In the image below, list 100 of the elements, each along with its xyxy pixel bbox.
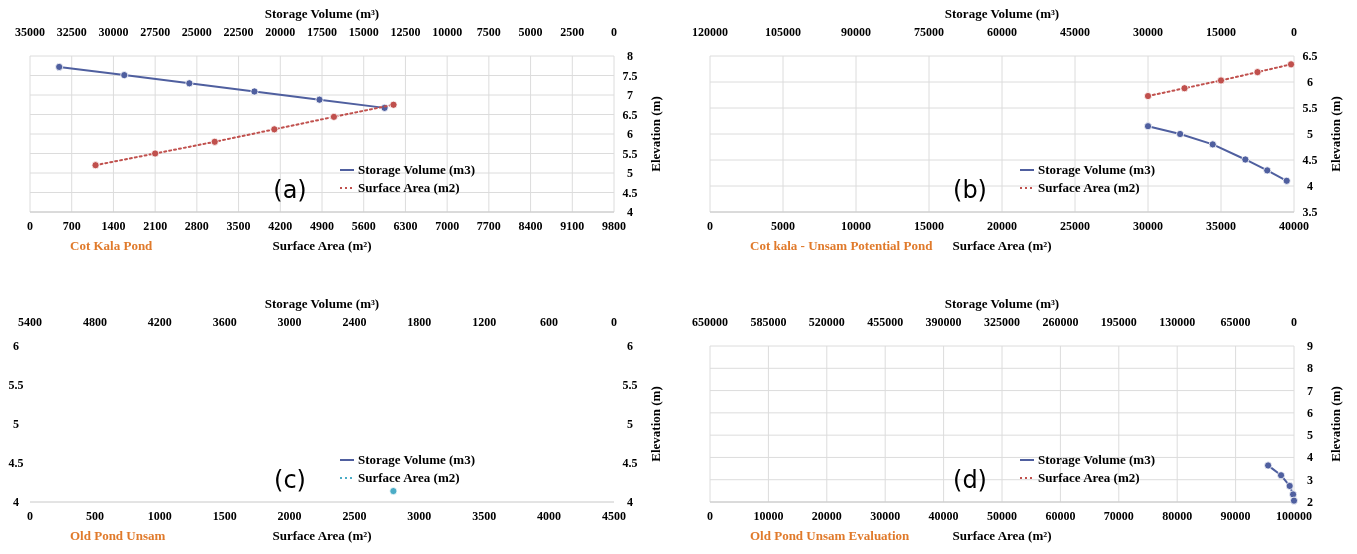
- point: [210, 137, 219, 146]
- x2-tick-label: 4200: [147, 315, 172, 329]
- x-tick-label: 9800: [602, 219, 626, 233]
- x-tick-label: 3500: [472, 509, 497, 523]
- x-tick-label: 2800: [184, 219, 209, 233]
- y2-axis-title: Elevation (m): [648, 386, 663, 462]
- x2-tick-label: 130000: [1159, 315, 1196, 329]
- x-tick-label: 100000: [1276, 509, 1312, 523]
- y-tick-label: 7.5: [622, 68, 638, 83]
- y-tick-label: 7: [627, 88, 633, 102]
- x-tick-label: 70000: [1103, 509, 1134, 523]
- x2-tick-label: 90000: [841, 25, 871, 39]
- x2-tick-label: 0: [611, 315, 617, 329]
- x-tick-label: 50000: [987, 509, 1017, 523]
- x-tick-label: 6300: [393, 219, 418, 233]
- x-tick-label: 10000: [753, 509, 784, 523]
- point: [1253, 68, 1262, 77]
- legend-label: Surface Area (m2): [1038, 470, 1140, 485]
- point: [329, 112, 338, 121]
- x-axis-title: Surface Area (m²): [952, 238, 1052, 253]
- x2-tick-label: 15000: [348, 25, 379, 39]
- x2-tick-label: 27500: [140, 25, 171, 39]
- y-tick-label: 3: [1307, 472, 1313, 487]
- legend-label: Storage Volume (m3): [358, 452, 475, 467]
- x2-tick-label: 5000: [518, 25, 543, 39]
- x-axis-title: Surface Area (m²): [952, 528, 1052, 543]
- x2-tick-label: 120000: [692, 25, 728, 39]
- x-tick-label: 9100: [560, 219, 585, 233]
- x2-axis-title: Storage Volume (m³): [264, 6, 380, 21]
- y-tick-label: 5: [627, 166, 633, 180]
- x2-tick-label: 10000: [432, 25, 463, 39]
- y-tick-label: 3.5: [1302, 205, 1318, 219]
- x2-tick-label: 60000: [987, 25, 1017, 39]
- x-tick-label: 4200: [268, 219, 293, 233]
- y-tick-label: 6.5: [622, 107, 638, 122]
- x-tick-label: 15000: [914, 219, 944, 233]
- point: [389, 100, 398, 109]
- x2-tick-label: 260000: [1042, 315, 1079, 329]
- x2-axis-title: Storage Volume (m³): [264, 296, 380, 311]
- x2-tick-label: 600: [540, 315, 559, 329]
- x-axis-title: Surface Area (m²): [272, 528, 372, 543]
- x-tick-label: 0: [707, 509, 713, 523]
- x2-tick-label: 20000: [265, 25, 296, 39]
- text: Cot Kala Pond: [70, 238, 154, 253]
- x-tick-label: 25000: [1060, 219, 1090, 233]
- legend-label: Storage Volume (m3): [1038, 162, 1155, 177]
- x-tick-label: 4000: [537, 509, 562, 523]
- x2-tick-label: 3000: [277, 315, 302, 329]
- y-tick-label: 5.5: [622, 146, 638, 161]
- x-tick-label: 40000: [1279, 219, 1309, 233]
- x2-tick-label: 4800: [82, 315, 107, 329]
- x2-tick-label: 0: [1291, 315, 1297, 329]
- text: Old Pond Unsam: [70, 528, 166, 543]
- x2-tick-label: 3600: [212, 315, 237, 329]
- x2-tick-label: 1800: [407, 315, 432, 329]
- x-tick-label: 40000: [928, 509, 959, 523]
- y-tick-label: 8: [627, 49, 633, 63]
- x-tick-label: 4500: [602, 509, 626, 523]
- legend-label: Surface Area (m2): [1038, 180, 1140, 195]
- point: [151, 149, 160, 158]
- point: [1287, 60, 1296, 69]
- x-tick-label: 30000: [1133, 219, 1163, 233]
- y-tick-label: 4.5: [1302, 153, 1318, 167]
- x2-axis-title: Storage Volume (m³): [944, 296, 1060, 311]
- x-tick-label: 1500: [212, 509, 237, 523]
- y-tick-label: 4.5: [8, 456, 24, 470]
- point: [91, 161, 100, 170]
- y-tick-label: 5: [1307, 127, 1313, 141]
- x2-tick-label: 1200: [472, 315, 497, 329]
- x2-tick-label: 2400: [342, 315, 367, 329]
- x-tick-label: 0: [27, 219, 33, 233]
- x2-tick-label: 585000: [750, 315, 787, 329]
- annotation: (c): [274, 466, 306, 494]
- y-tick-label: 7: [1307, 383, 1313, 398]
- y-axis-title: Elevation (m): [1328, 96, 1343, 172]
- x-tick-label: 35000: [1206, 219, 1236, 233]
- x2-tick-label: 17500: [307, 25, 337, 39]
- y-axis-title: Elevation (m): [1328, 386, 1343, 462]
- x2-tick-label: 35000: [15, 25, 45, 39]
- x-tick-label: 500: [85, 509, 104, 523]
- x-tick-label: 1000: [147, 509, 172, 523]
- legend-label: Storage Volume (m3): [1038, 452, 1155, 467]
- y-tick-label: 8: [1307, 361, 1313, 376]
- x-tick-label: 2500: [342, 509, 367, 523]
- x-tick-label: 10000: [841, 219, 871, 233]
- y-tick-label: 9: [1307, 339, 1313, 353]
- x-tick-label: 60000: [1045, 509, 1076, 523]
- legend-label: Surface Area (m2): [358, 180, 460, 195]
- x-tick-label: 7000: [435, 219, 460, 233]
- x2-tick-label: 65000: [1220, 315, 1251, 329]
- y-tick-label: 2: [1307, 495, 1313, 509]
- y-tick-label: 5.5: [1302, 101, 1318, 115]
- x-tick-label: 90000: [1220, 509, 1251, 523]
- y-tick-label: 4.5: [622, 185, 638, 200]
- text: Cot kala - Unsam Potential Pond: [750, 238, 934, 253]
- x2-tick-label: 2500: [560, 25, 585, 39]
- y-tick-label: 4: [1307, 179, 1313, 193]
- x-tick-label: 1400: [101, 219, 126, 233]
- x2-tick-label: 325000: [984, 315, 1020, 329]
- x-tick-label: 0: [27, 509, 33, 523]
